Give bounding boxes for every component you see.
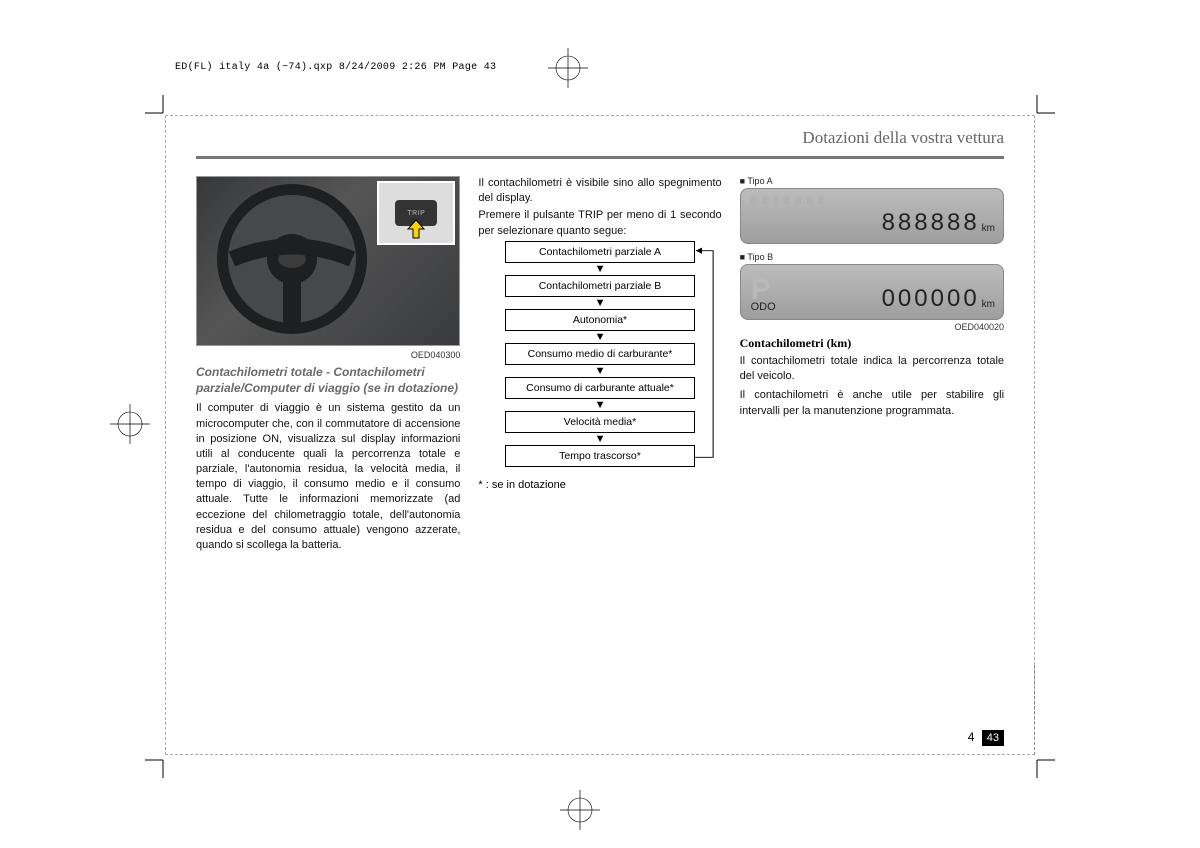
- footnote: * : se in dotazione: [478, 479, 721, 491]
- type-a-label: ■ Tipo A: [740, 176, 1004, 186]
- arrow-up-icon: [406, 219, 426, 239]
- column-center: Il contachilometri è visibile sino allo …: [478, 176, 721, 718]
- page-tick: [1034, 665, 1035, 755]
- column-right: ■ Tipo A 8 8 8 8 8 8 8 888888 km ■ Tipo …: [740, 176, 1004, 718]
- flow-box-range: Autonomia*: [505, 309, 695, 331]
- register-mark-bottom: [560, 790, 600, 830]
- odometer-b-unit: km: [982, 299, 995, 310]
- lcd-type-b: P ODO 000000 km: [740, 264, 1004, 320]
- section-number: 4: [968, 730, 975, 744]
- page-number: 4 43: [968, 730, 1004, 746]
- flow-box-curr-fuel: Consumo di carburante attuale*: [505, 377, 695, 399]
- subheading: Contachilometri totale - Contachilometri…: [196, 364, 460, 396]
- column-left: TRIP OED040300 Contachilometri totale - …: [196, 176, 460, 718]
- page: Dotazioni della vostra vettura TRIP: [165, 115, 1035, 755]
- steering-wheel-photo: TRIP: [196, 176, 460, 346]
- odo-label: ODO: [751, 301, 776, 313]
- flow-box-avg-speed: Velocità media*: [505, 411, 695, 433]
- odometer-b-value: 000000: [882, 285, 980, 313]
- register-mark-left: [110, 404, 150, 444]
- title-underline: [196, 156, 1004, 159]
- flow-box-b: Contachilometri parziale B: [505, 275, 695, 297]
- trip-button-inset: TRIP: [377, 181, 455, 245]
- instruction-text: Premere il pulsante TRIP per meno di 1 s…: [478, 208, 721, 238]
- flowchart: Contachilometri parziale A ▼ Contachilom…: [478, 241, 721, 467]
- ghost-digits-icon: 8 8 8 8 8 8 8: [751, 195, 825, 207]
- flow-box-elapsed: Tempo trascorso*: [505, 445, 695, 467]
- page-number-box: 43: [982, 730, 1004, 746]
- lcd-type-a: 8 8 8 8 8 8 8 888888 km: [740, 188, 1004, 244]
- body-right-2: Il contachilometri è anche utile per sta…: [740, 388, 1004, 418]
- image-code-right: OED040020: [740, 322, 1004, 332]
- section-title: Dotazioni della vostra vettura: [802, 128, 1004, 148]
- trip-label: TRIP: [407, 210, 425, 217]
- odometer-heading: Contachilometri (km): [740, 336, 1004, 351]
- steering-wheel-icon: [207, 174, 377, 344]
- register-mark-top: [548, 48, 588, 88]
- odometer-a-value: 888888: [882, 209, 980, 237]
- print-header: ED(FL) italy 4a (~74).qxp 8/24/2009 2:26…: [175, 62, 496, 73]
- type-b-label: ■ Tipo B: [740, 252, 1004, 262]
- odometer-a-unit: km: [982, 223, 995, 234]
- flow-box-avg-fuel: Consumo medio di carburante*: [505, 343, 695, 365]
- flow-box-a: Contachilometri parziale A: [505, 241, 695, 263]
- body-left: Il computer di viaggio è un sistema gest…: [196, 401, 460, 553]
- intro-text: Il contachilometri è visibile sino allo …: [478, 176, 721, 206]
- image-code-left: OED040300: [196, 350, 460, 360]
- body-right-1: Il contachilometri totale indica la perc…: [740, 354, 1004, 384]
- trip-button[interactable]: TRIP: [395, 200, 437, 226]
